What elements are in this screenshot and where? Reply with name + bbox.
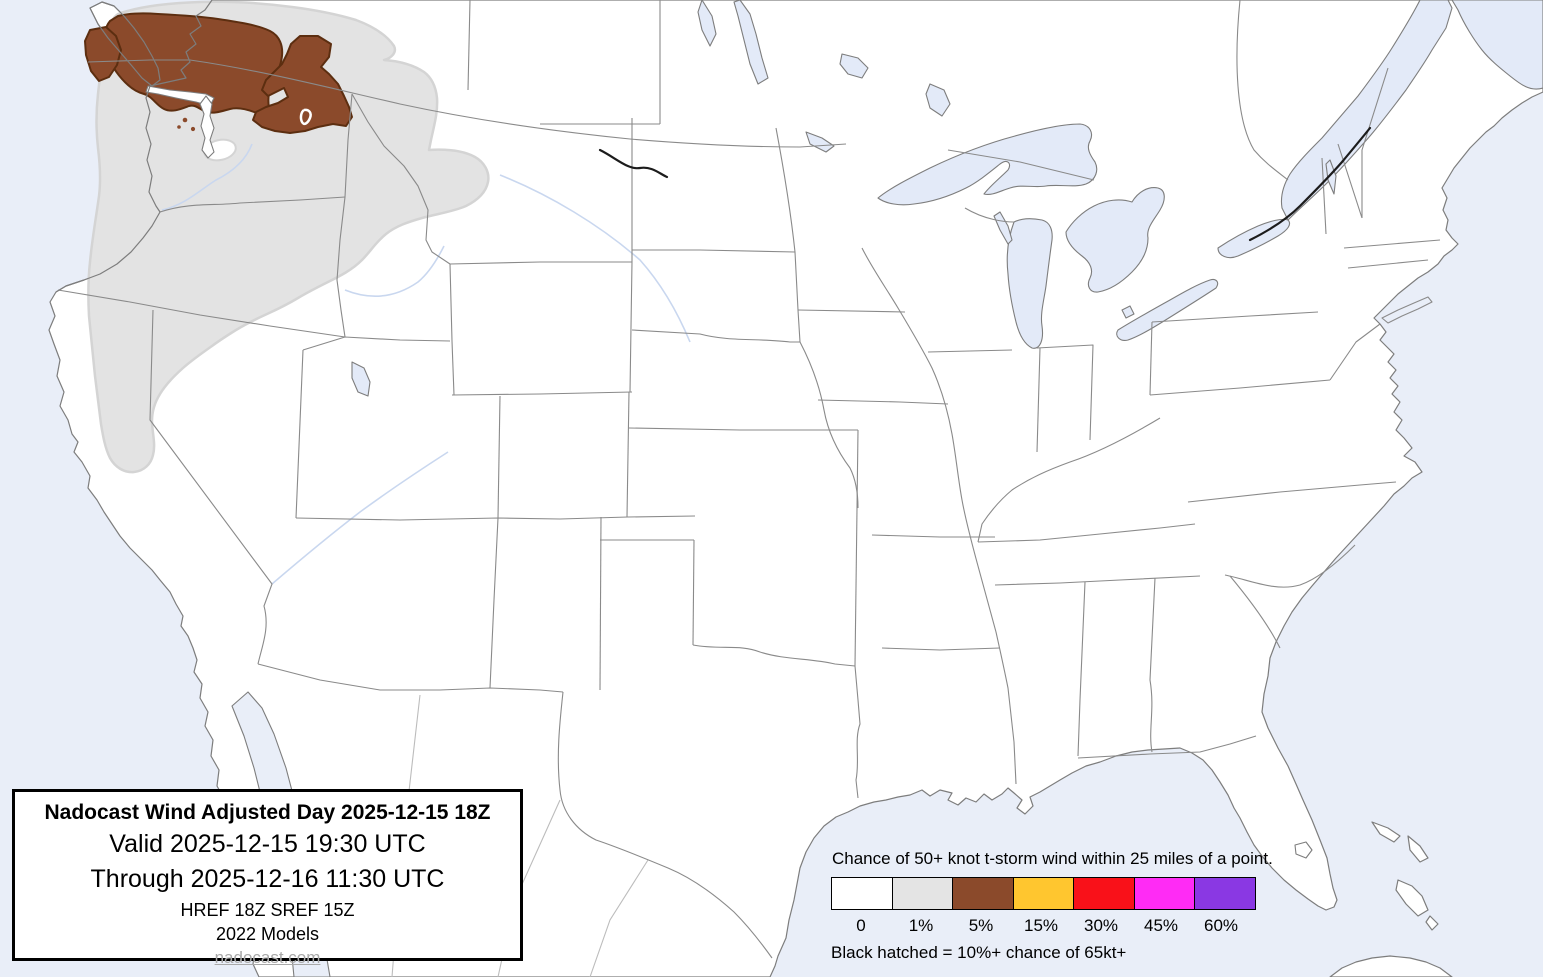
lake-okeechobee [1294,841,1313,859]
lake-superior [877,123,1098,206]
missouri-river [499,174,691,343]
legend-heading: Chance of 50+ knot t-storm wind within 2… [832,849,1273,868]
lake-st-clair [1121,305,1135,319]
st-lawrence-river [1280,0,1453,221]
snake-river [344,245,445,297]
legend-label-5: 5% [968,916,994,935]
model-year: 2022 Models [215,924,320,944]
lake-of-the-woods [839,53,869,79]
colorado-river [271,451,449,585]
valid-time: Valid 2025-12-15 19:30 UTC [109,830,426,858]
legend-swatch-1 [891,877,954,910]
lake-erie [1116,278,1219,341]
legend-label-45: 45% [1143,916,1179,935]
legend-label-0: 0 [856,916,866,935]
prob-area-5pct-west-island [84,26,122,82]
map-title: Nadocast Wind Adjusted Day 2025-12-15 18… [44,801,491,824]
legend-labels: 0 1% 5% 15% 30% 45% 60% [831,916,1301,936]
river-layer [161,143,691,585]
legend: Chance of 50+ knot t-storm wind within 2… [831,849,1301,963]
title-box: Nadocast Wind Adjusted Day 2025-12-15 18… [12,789,523,967]
legend-label-1: 1% [908,916,934,935]
coast-restroke [55,0,213,293]
legend-swatches [831,877,1301,910]
legend-swatch-45 [1133,877,1196,910]
prob-area-1pct [87,0,490,474]
land-layer [48,0,1543,977]
lake-michigan [1006,218,1053,349]
legend-swatch-0 [831,877,893,910]
prob-inner-squiggle [299,108,312,126]
lake-champlain [1325,159,1337,195]
model-source: HREF 18Z SREF 15Z [180,900,355,920]
great-salt-lake [351,361,371,397]
legend-label-15: 15% [1023,916,1059,935]
legend-label-30: 30% [1083,916,1119,935]
columbia-river [161,143,253,211]
prob-area-5pct-east [252,35,353,134]
legend-swatch-30 [1073,877,1135,910]
national-border-layer [598,126,1372,242]
legend-swatch-60 [1194,877,1256,910]
legend-footnote: Black hatched = 10%+ chance of 65kt+ [831,943,1127,962]
lake-winnipeg [733,0,769,85]
long-island [1381,296,1433,324]
nadocast-link[interactable]: nadocast.com [214,948,321,967]
legend-label-60: 60% [1203,916,1239,935]
lake-huron [1065,187,1165,293]
through-time: Through 2025-12-16 11:30 UTC [90,865,445,893]
gulf-of-st-lawrence [1451,0,1543,90]
legend-swatch-5 [952,877,1014,910]
border-layer [57,0,1441,799]
lake-nipigon [925,83,951,117]
rainy-lake [805,131,835,153]
puget-sound [199,95,215,159]
lake-manitoba [697,0,717,47]
legend-swatch-15 [1012,877,1075,910]
